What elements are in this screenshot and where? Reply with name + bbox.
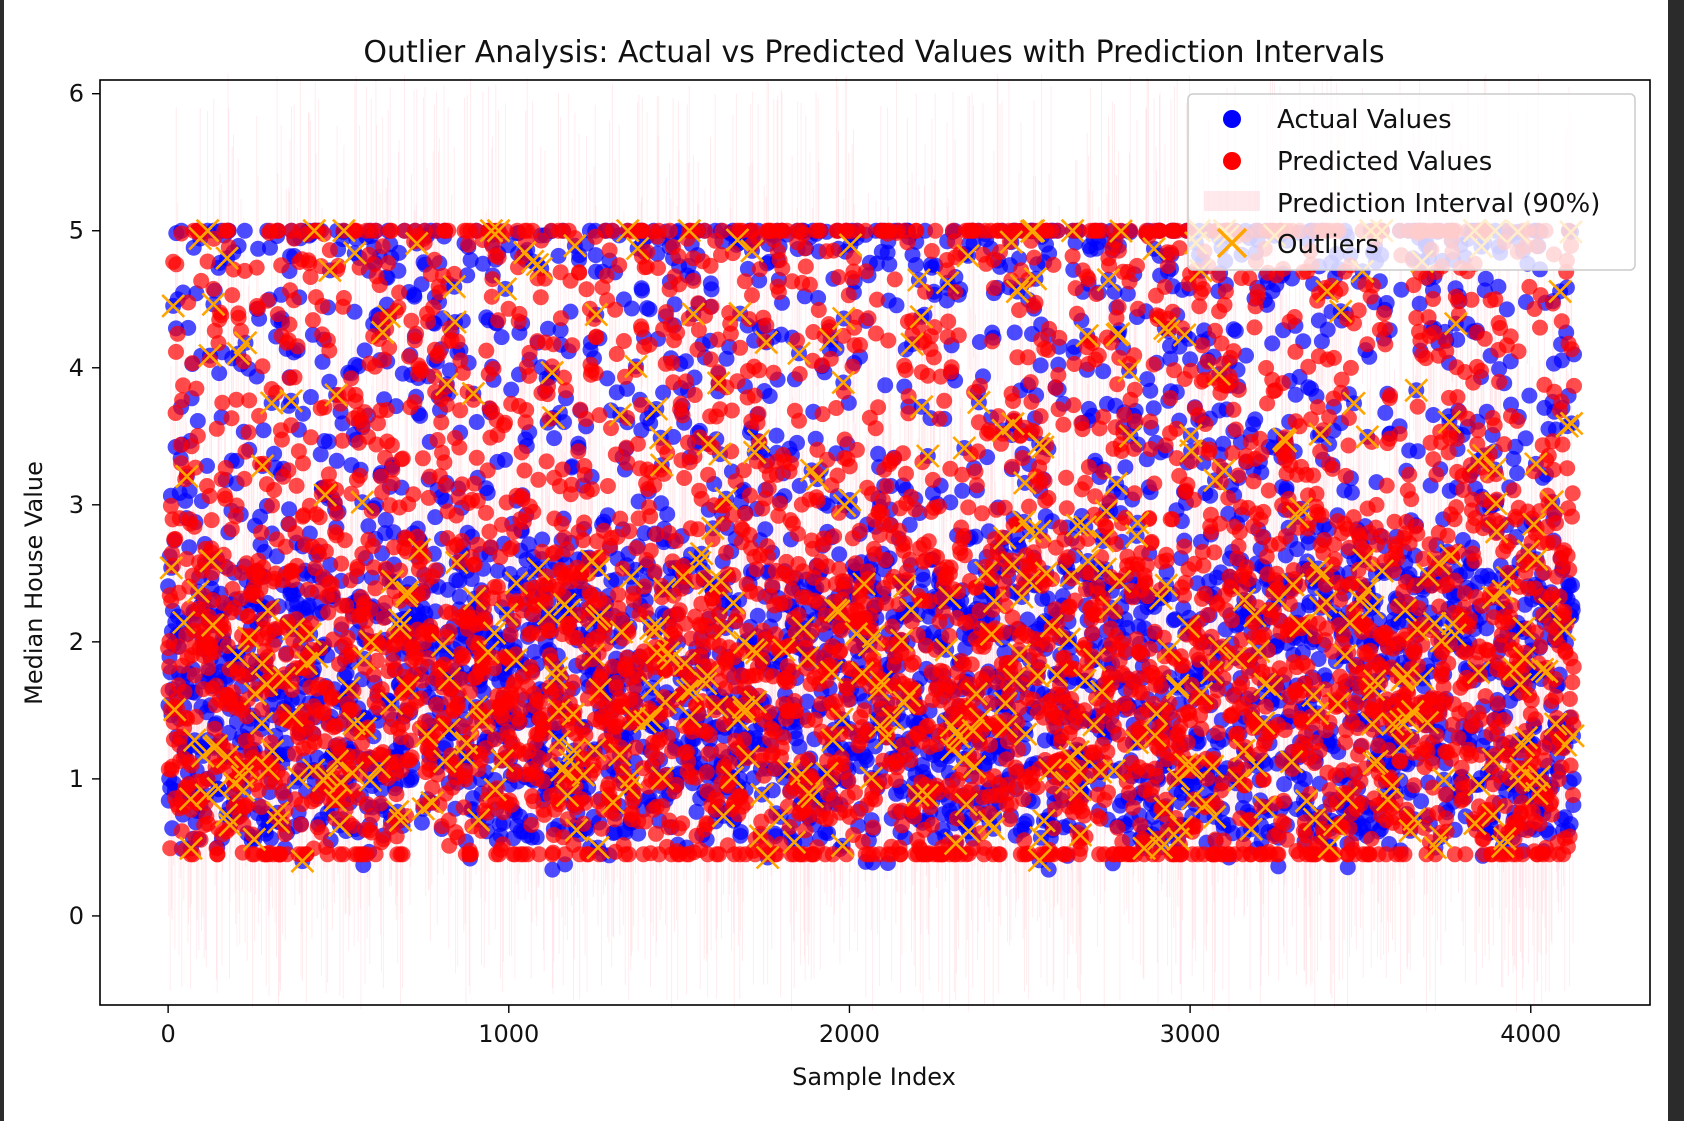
actual-point [494,329,510,345]
actual-point [820,825,836,841]
actual-point [877,377,893,393]
actual-point [452,589,468,605]
chart-title: Outlier Analysis: Actual vs Predicted Va… [363,35,1384,70]
actual-point [503,382,519,398]
actual-point [678,353,694,369]
actual-point [469,414,485,430]
window-edge-left [0,0,4,1121]
actual-point [634,283,650,299]
actual-point [769,428,785,444]
actual-point [1146,400,1162,416]
actual-point [1007,325,1023,341]
actual-point [321,434,337,450]
actual-point [915,572,931,588]
actual-point [624,301,640,317]
actual-point [859,752,875,768]
actual-point [281,501,297,517]
actual-point [954,483,970,499]
actual-point [1019,813,1035,829]
actual-point [733,824,749,840]
actual-point [792,478,808,494]
actual-point [789,435,805,451]
actual-point [211,365,227,381]
actual-point [263,831,279,847]
actual-point [237,223,253,239]
actual-point [546,430,562,446]
actual-point [1142,383,1158,399]
actual-point [831,546,847,562]
actual-point [190,413,206,429]
actual-point [889,297,905,313]
actual-point [497,452,513,468]
actual-point [881,256,897,272]
actual-point [659,506,675,522]
actual-point [762,388,778,404]
actual-point [757,521,773,537]
actual-point [642,301,658,317]
actual-point [704,281,720,297]
actual-point [750,608,766,624]
actual-point [256,422,272,438]
actual-point [329,453,345,469]
window-edge-right [1668,0,1684,1121]
actual-point [588,247,604,263]
